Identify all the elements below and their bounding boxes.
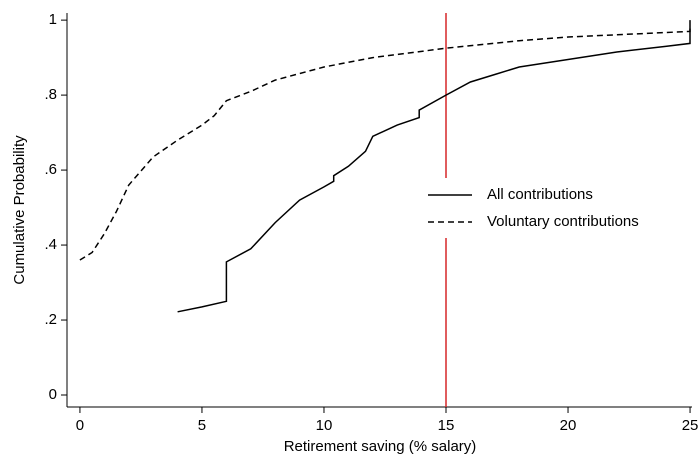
y-tick-label: .6 [44,161,57,178]
series-line [79,28,691,261]
x-tick-label: 20 [560,417,577,434]
x-tick-label: 0 [76,417,84,434]
y-tick-label: 0 [49,386,57,403]
x-tick-label: 5 [198,417,206,434]
y-tick-label: 1 [49,11,57,28]
y-tick-label: .4 [44,236,57,253]
x-tick-label: 15 [438,417,455,434]
y-axis-label: Cumulative Probability [11,135,28,285]
series-line [177,20,691,313]
x-tick-label: 25 [682,417,699,434]
x-tick-label: 10 [316,417,333,434]
legend-label: Voluntary contributions [487,213,639,230]
y-tick-label: .2 [44,311,57,328]
y-tick-label: .8 [44,86,57,103]
legend-label: All contributions [487,186,593,203]
x-axis-label: Retirement saving (% salary) [284,438,477,455]
